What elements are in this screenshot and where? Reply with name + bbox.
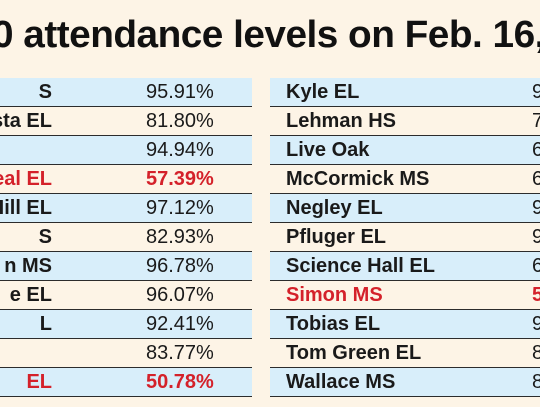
school-name: Simon MS: [286, 284, 383, 306]
table-row: sta EL 81.80%: [0, 107, 252, 136]
attendance-value: 83.77%: [146, 342, 214, 364]
attendance-value: 97.12%: [146, 197, 214, 219]
table-row: 94.94%: [0, 136, 252, 165]
attendance-value: 96.07%: [146, 284, 214, 306]
school-name: Live Oak: [286, 139, 370, 161]
school-name: S: [38, 81, 52, 103]
school-name: Tobias EL: [286, 313, 381, 335]
attendance-value: 96.78%: [146, 255, 214, 277]
page-title: 0 attendance levels on Feb. 16,: [0, 14, 540, 56]
school-name: Lehman HS: [286, 110, 397, 132]
table-row: Tobias EL 9: [270, 310, 540, 339]
attendance-value: 57.39%: [146, 168, 214, 190]
attendance-value: 81.80%: [146, 110, 214, 132]
attendance-table-left: S 95.91% sta EL 81.80% 94.94% eal EL 57.39% r H…: [0, 78, 252, 397]
table-row: EL 50.78%: [0, 368, 252, 397]
school-name: S: [38, 226, 52, 248]
school-name: Pfluger EL: [286, 226, 387, 248]
attendance-value: 92.41%: [146, 313, 214, 335]
school-name: n MS: [4, 255, 52, 277]
school-name: McCormick MS: [286, 168, 430, 190]
attendance-value: 9: [532, 81, 540, 103]
school-name: Science Hall EL: [286, 255, 435, 277]
school-name: Tom Green EL: [286, 342, 422, 364]
table-row: Simon MS 5: [270, 281, 540, 310]
attendance-value: 6: [532, 168, 540, 190]
school-name: eal EL: [0, 168, 52, 190]
attendance-value: 9: [532, 197, 540, 219]
table-row: Science Hall EL 6: [270, 252, 540, 281]
attendance-value: 82.93%: [146, 226, 214, 248]
attendance-value: 95.91%: [146, 81, 214, 103]
attendance-value: 94.94%: [146, 139, 214, 161]
table-row: Pfluger EL 9: [270, 223, 540, 252]
table-row: McCormick MS 6: [270, 165, 540, 194]
table-row: L 92.41%: [0, 310, 252, 339]
attendance-value: 6: [532, 139, 540, 161]
table-row: Negley EL 9: [270, 194, 540, 223]
table-row: n MS 96.78%: [0, 252, 252, 281]
attendance-value: 6: [532, 255, 540, 277]
table-row: S 82.93%: [0, 223, 252, 252]
table-row: Tom Green EL 8: [270, 339, 540, 368]
attendance-table-right: Kyle EL 9 Lehman HS 7 Live Oak 6 McCormick MS 6…: [270, 78, 540, 397]
school-name: L: [39, 313, 52, 335]
attendance-value: 9: [532, 313, 540, 335]
table-row: e EL 96.07%: [0, 281, 252, 310]
school-name: sta EL: [0, 110, 52, 132]
attendance-value: 8: [532, 371, 540, 393]
table-row: Kyle EL 9: [270, 78, 540, 107]
table-row: S 95.91%: [0, 78, 252, 107]
school-name: r Hill EL: [0, 197, 52, 219]
attendance-value: 8: [532, 342, 540, 364]
attendance-value: 5: [532, 284, 540, 306]
school-name: e EL: [9, 284, 52, 306]
school-name: Wallace MS: [286, 371, 396, 393]
table-row: Live Oak 6: [270, 136, 540, 165]
attendance-value: 7: [532, 110, 540, 132]
table-row: r Hill EL 97.12%: [0, 194, 252, 223]
school-name: Kyle EL: [286, 81, 360, 103]
table-row: Wallace MS 8: [270, 368, 540, 397]
table-row: eal EL 57.39%: [0, 165, 252, 194]
school-name: Negley EL: [286, 197, 383, 219]
school-name: EL: [26, 371, 52, 393]
table-row: Lehman HS 7: [270, 107, 540, 136]
attendance-value: 50.78%: [146, 371, 214, 393]
table-row: 83.77%: [0, 339, 252, 368]
attendance-value: 9: [532, 226, 540, 248]
